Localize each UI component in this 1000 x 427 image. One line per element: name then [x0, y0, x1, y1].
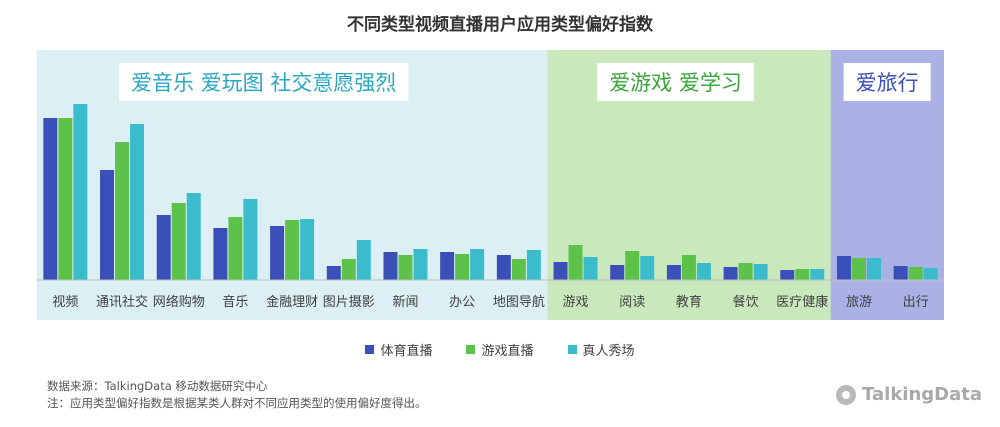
x-tick-label: 阅读	[619, 295, 645, 310]
x-tick-label: 视频	[52, 295, 78, 310]
x-tick-label: 教育	[676, 294, 702, 310]
index-definition-note: 注：应用类型偏好指数是根据某类人群对不同应用类型的使用偏好度得出。	[47, 396, 427, 410]
bar-1-7	[455, 254, 470, 280]
bar-1-6	[398, 255, 413, 280]
footer-notes: 数据来源：TalkingData 移动数据研究中心 注：应用类型偏好指数是根据某…	[47, 378, 427, 412]
legend-item-game: 游戏直播	[466, 340, 534, 359]
bar-2-4	[300, 219, 315, 280]
bar-0-10	[610, 265, 625, 280]
legend-label-show: 真人秀场	[582, 344, 635, 359]
brand-watermark: TalkingData	[836, 384, 982, 405]
legend-label-sports: 体育直播	[380, 344, 433, 359]
bar-0-0	[43, 118, 58, 280]
bar-1-13	[795, 269, 810, 280]
bar-1-5	[341, 259, 356, 280]
bar-1-9	[568, 245, 583, 280]
talkingdata-logo-icon	[836, 384, 857, 405]
data-source-note: 数据来源：TalkingData 移动数据研究中心	[47, 379, 268, 393]
group-label-box-0	[119, 63, 409, 101]
x-tick-label: 办公	[449, 295, 475, 310]
bar-0-13	[780, 270, 795, 280]
bar-2-13	[810, 269, 825, 280]
x-tick-label: 金融理财	[266, 294, 318, 310]
group-label-box-1	[597, 63, 754, 101]
bar-0-2	[156, 215, 171, 280]
x-tick-label: 出行	[903, 295, 929, 310]
bar-0-14	[836, 256, 851, 280]
x-tick-label: 餐饮	[733, 294, 759, 310]
x-tick-label: 音乐	[222, 294, 248, 310]
bar-0-7	[440, 252, 455, 280]
chart-legend: 体育直播 游戏直播 真人秀场	[0, 340, 1000, 359]
bar-0-11	[666, 265, 681, 280]
legend-label-game: 游戏直播	[481, 344, 534, 359]
bar-1-10	[625, 251, 640, 280]
bar-0-4	[270, 226, 285, 280]
bar-0-5	[326, 266, 341, 280]
bar-2-14	[866, 258, 881, 280]
bar-2-15	[923, 268, 938, 280]
x-tick-label: 网络购物	[153, 294, 205, 310]
bar-2-9	[583, 257, 598, 280]
x-tick-label: 通讯社交	[96, 294, 148, 310]
bar-0-3	[213, 228, 228, 280]
bar-2-1	[130, 124, 145, 280]
bar-2-3	[243, 199, 258, 280]
x-tick-label: 地图导航	[493, 294, 545, 310]
bar-1-14	[851, 258, 866, 280]
x-tick-label: 游戏	[563, 295, 589, 310]
legend-swatch-show	[567, 345, 577, 354]
bar-2-7	[470, 249, 485, 280]
legend-item-sports: 体育直播	[365, 340, 432, 359]
bar-2-11	[696, 263, 711, 280]
chart-title: 不同类型视频直播用户应用类型偏好指数	[347, 15, 653, 35]
legend-swatch-game	[466, 345, 476, 354]
bar-1-3	[228, 217, 243, 280]
legend-item-show: 真人秀场	[567, 340, 635, 359]
bar-0-8	[496, 255, 511, 280]
x-tick-label: 医疗健康	[776, 294, 828, 310]
bar-0-15	[893, 266, 908, 280]
group-label-box-2	[843, 63, 931, 101]
group-label-0: 爱音乐 爱玩图 社交意愿强烈	[131, 71, 396, 95]
bar-2-8	[526, 250, 541, 280]
bar-1-4	[285, 220, 300, 280]
group-label-2: 爱旅行	[856, 71, 919, 95]
bar-2-0	[73, 104, 88, 280]
x-tick-label: 新闻	[392, 294, 418, 310]
bar-1-0	[58, 118, 73, 280]
legend-swatch-sports	[365, 345, 375, 354]
x-tick-label: 图片摄影	[323, 295, 375, 310]
bar-2-2	[186, 193, 201, 280]
x-tick-label: 旅游	[846, 295, 872, 310]
bar-1-15	[908, 267, 923, 280]
brand-name: TalkingData	[862, 384, 982, 405]
bar-1-2	[171, 203, 186, 280]
bar-2-12	[753, 264, 768, 280]
bar-2-5	[356, 240, 371, 280]
bar-0-12	[723, 267, 738, 280]
bar-1-11	[681, 255, 696, 280]
bar-2-6	[413, 249, 428, 280]
bar-1-8	[511, 259, 526, 280]
bar-0-6	[383, 252, 398, 280]
bar-0-9	[553, 262, 568, 280]
bar-1-12	[738, 263, 753, 280]
bar-1-1	[115, 142, 130, 280]
bar-0-1	[100, 170, 115, 280]
group-label-1: 爱游戏 爱学习	[609, 71, 742, 95]
bar-2-10	[640, 256, 655, 280]
